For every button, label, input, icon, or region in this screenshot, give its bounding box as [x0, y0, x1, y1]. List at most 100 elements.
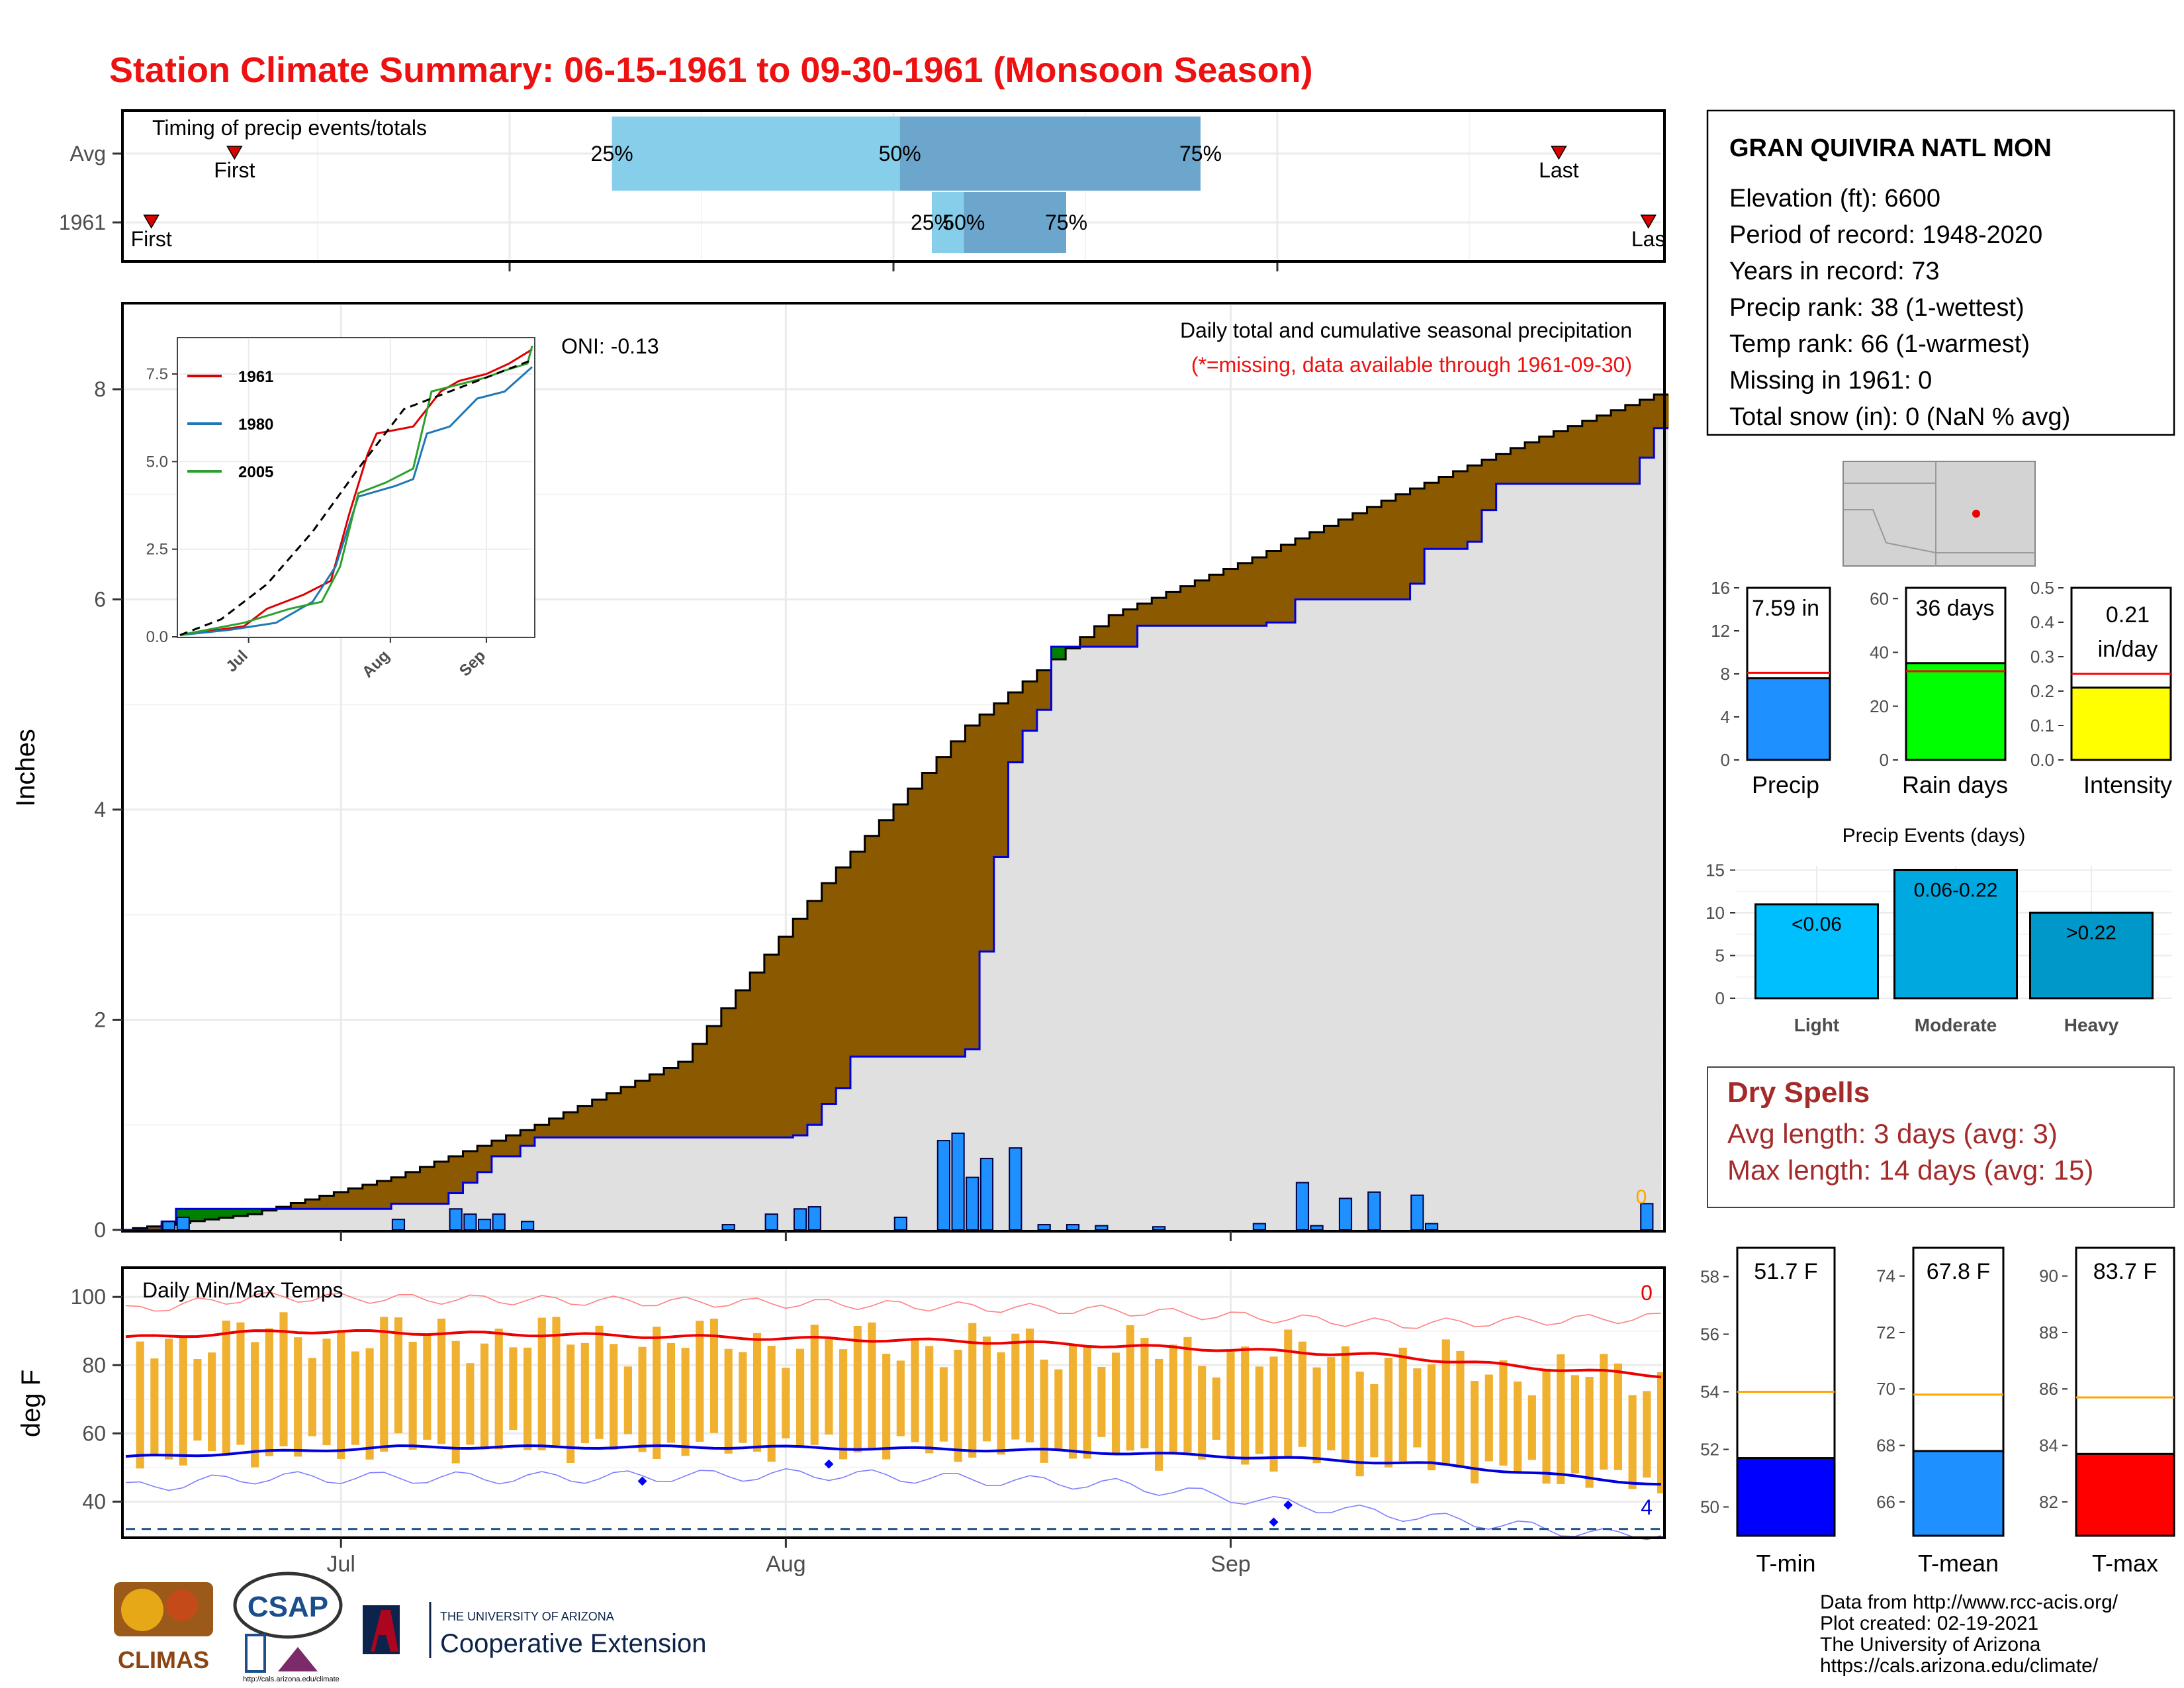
temperature-panel: 40 60 80 100 Daily Min/Max Temps 0 4 deg F [17, 1266, 1666, 1540]
deficit-area [1338, 519, 1353, 600]
daily-temp-bar [365, 1348, 374, 1460]
observed-cumulative-line [118, 427, 1668, 1231]
timing-q25-label: 25% [911, 211, 953, 234]
location-map [1843, 461, 2036, 567]
daily-temp-bar [1198, 1366, 1206, 1460]
temp-summary-y-tick-label: 74 [1876, 1266, 1895, 1286]
summary-value-bar [1746, 677, 1831, 761]
daily-temp-bar [1614, 1363, 1623, 1470]
deficit-area [1367, 506, 1382, 600]
deficit-area [448, 1156, 464, 1194]
daily-temp-bar [638, 1346, 647, 1452]
timing-first-marker [143, 214, 159, 229]
missing-precip-count: 0 [1636, 1186, 1647, 1208]
deficit-area [463, 1150, 478, 1183]
inset-y-tick-label: 0.0 [146, 628, 168, 646]
deficit-area [1582, 420, 1598, 484]
station-info-box: GRAN QUIVIRA NATL MON Elevation (ft): 66… [1706, 109, 2175, 436]
deficit-area [950, 741, 966, 1057]
daily-precip-bar [1295, 1182, 1310, 1231]
deficit-area [778, 937, 794, 1138]
daily-precip-bar [449, 1208, 463, 1231]
deficit-area [549, 1118, 564, 1138]
inset-series-line [179, 366, 533, 636]
deficit-area [1467, 465, 1482, 542]
daily-temp-bar [451, 1340, 460, 1464]
daily-temp-bar [1241, 1346, 1250, 1465]
daily-temp-bar [1097, 1366, 1106, 1437]
daily-temp-bar [1126, 1325, 1134, 1451]
daily-precip-bar [1095, 1225, 1109, 1231]
daily-precip-bar [176, 1216, 190, 1231]
daily-temp-bar [1557, 1354, 1565, 1484]
summary-y-tick-label: 8 [1721, 664, 1730, 684]
deficit-area [922, 773, 937, 1057]
inset-chart: 0.0 2.5 5.0 7.5 Jul Aug Sep 1961 1980 2005 [146, 337, 535, 681]
station-name: GRAN QUIVIRA NATL MON [1729, 134, 2052, 162]
dry-spells-avg: Avg length: 3 days (avg: 3) [1727, 1118, 2058, 1149]
footer-line: The University of Arizona [1820, 1634, 2041, 1656]
inset-legend-label: 1961 [238, 368, 273, 386]
summary-y-tick-label: 0 [1721, 750, 1730, 770]
deficit-area [1152, 598, 1167, 626]
tmin-record-line [125, 1468, 1662, 1540]
daily-temp-bar [968, 1323, 977, 1458]
deficit-area [893, 804, 909, 1057]
daily-temp-bar [1155, 1358, 1163, 1471]
events-y-tick-label: 5 [1715, 945, 1725, 965]
summary-y-tick-label: 16 [1711, 578, 1730, 598]
deficit-area [764, 955, 780, 1138]
deficit-area [621, 1087, 636, 1138]
station-info-line: Period of record: 1948-2020 [1729, 221, 2042, 249]
timing-bar-50-75 [899, 117, 1201, 191]
tmax-record-line [125, 1291, 1662, 1329]
station-info-line: Elevation (ft): 6600 [1729, 185, 1940, 212]
daily-temp-bar [595, 1325, 604, 1439]
deficit-area [1539, 436, 1554, 484]
summary-y-tick-label: 40 [1870, 643, 1889, 663]
missing-tmax-count: 0 [1641, 1281, 1653, 1305]
footer-line: Data from http://www.rcc-acis.org/ [1820, 1591, 2118, 1613]
daily-temp-bar [1441, 1339, 1450, 1466]
summary-value-label: 36 days [1915, 596, 1994, 621]
daily-precip-bar [1252, 1223, 1267, 1231]
daily-temp-bar [796, 1348, 805, 1448]
daily-temp-bar [337, 1330, 345, 1460]
daily-temp-bar [810, 1325, 819, 1445]
daily-temp-bar [567, 1344, 575, 1463]
timing-q75-label: 75% [1179, 142, 1222, 165]
deficit-area [1122, 609, 1138, 647]
daily-temp-bar [1643, 1391, 1651, 1478]
daily-temp-bar [537, 1317, 546, 1450]
daily-temp-bar [423, 1335, 432, 1440]
surplus-area [205, 1209, 220, 1220]
timing-first-marker [226, 146, 243, 160]
precip-y-tick-label: 2 [94, 1008, 106, 1032]
deficit-area [147, 1226, 162, 1230]
daily-temp-bar [552, 1317, 561, 1445]
events-category-label: Light [1794, 1015, 1839, 1035]
deficit-area [1309, 532, 1325, 600]
deficit-area [1510, 447, 1525, 484]
deficit-area [1625, 404, 1641, 484]
timing-q50-label: 50% [942, 211, 985, 234]
temp-y-tick-label: 100 [71, 1285, 106, 1309]
deficit-area [1553, 431, 1569, 484]
timing-panel-title: Timing of precip events/totals [152, 116, 427, 140]
deficit-area [635, 1080, 651, 1138]
temp-summary-y-tick-label: 84 [2039, 1436, 2058, 1456]
daily-temp-bar [351, 1351, 359, 1445]
surplus-area [233, 1209, 248, 1216]
csap-logo-url: http://cals.arizona.edu/climate [243, 1675, 340, 1683]
daily-temp-bar [1628, 1395, 1637, 1489]
daily-temp-bar [825, 1339, 833, 1435]
deficit-area [491, 1141, 507, 1156]
deficit-area [678, 1062, 694, 1138]
temp-y-tick-label: 40 [82, 1489, 106, 1513]
daily-temp-bar [394, 1317, 403, 1434]
daily-temp-bar [179, 1335, 187, 1466]
temp-summary-y-tick-label: 68 [1876, 1436, 1895, 1456]
daily-temp-bar [1600, 1354, 1608, 1470]
daily-temp-bar [437, 1319, 446, 1444]
daily-temp-bar [308, 1358, 316, 1436]
